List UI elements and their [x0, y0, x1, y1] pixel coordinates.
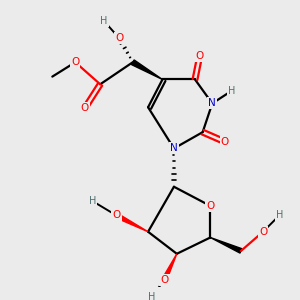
Text: O: O [160, 274, 169, 285]
Text: H: H [276, 211, 283, 220]
Text: O: O [112, 211, 121, 220]
Polygon shape [210, 238, 242, 253]
Polygon shape [131, 60, 162, 80]
Text: N: N [208, 98, 216, 108]
Text: O: O [196, 50, 204, 61]
Text: H: H [89, 196, 96, 206]
Text: N: N [170, 143, 178, 153]
Text: O: O [220, 137, 229, 147]
Polygon shape [162, 254, 177, 281]
Text: H: H [148, 292, 156, 300]
Text: H: H [228, 86, 235, 96]
Text: O: O [71, 57, 80, 67]
Text: O: O [206, 201, 214, 211]
Text: H: H [100, 16, 108, 26]
Text: O: O [115, 33, 124, 43]
Polygon shape [116, 213, 148, 232]
Text: O: O [81, 103, 89, 113]
Text: O: O [259, 227, 267, 237]
